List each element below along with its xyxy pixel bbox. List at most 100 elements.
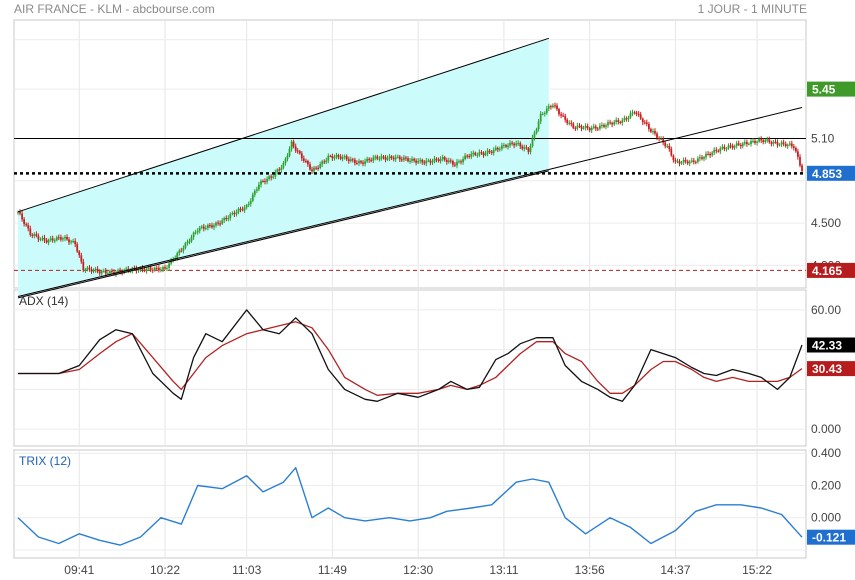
candle-body [560,114,562,116]
candle-body [309,164,311,170]
candle-body [323,161,326,163]
candle-body [425,160,428,164]
candle-body [566,119,569,124]
candle-body [701,157,703,159]
candle-body [354,159,356,163]
candle-body [772,141,775,144]
candle-body [578,125,581,127]
candle-body [294,146,297,151]
candle-body [158,267,160,271]
candle-body [349,159,352,161]
candle-body [464,155,466,160]
candle-body [51,238,54,241]
candle-body [111,271,113,273]
candle-body [390,156,393,158]
candle-body [57,237,60,239]
candle-body [754,140,756,143]
candle-body [547,106,550,109]
candle-body [84,269,87,271]
candle-body [756,141,758,143]
candle-body [143,269,146,272]
candle-body [219,223,221,225]
candle-body [204,228,207,229]
candle-body [633,112,636,114]
candle-body [221,220,224,224]
candle-body [60,237,62,240]
candle-body [554,105,556,107]
candle-body [576,125,579,129]
candle-body [527,148,530,152]
candle-body [762,140,765,142]
candle-body [656,133,658,138]
candle-body [109,271,111,274]
candle-body [213,225,215,228]
candle-body [498,148,501,150]
candle-body [327,155,330,161]
candle-body [799,156,801,166]
candle-body [421,159,424,163]
candle-body [496,148,499,150]
candle-body [98,271,101,274]
candle-body [176,253,179,259]
candle-body [580,126,583,129]
candle-body [662,138,665,143]
candle-body [452,161,454,165]
candle-body [564,115,567,120]
candle-body [245,205,248,208]
candle-body [727,145,730,149]
candle-body [68,239,70,243]
candle-body [572,123,575,129]
trix-tick-label: 0.200 [811,479,841,493]
candle-body [690,160,693,162]
candle-body [609,122,611,124]
candle-body [366,158,368,162]
candle-body [41,237,44,239]
candle-body [603,125,605,127]
candle-body [278,169,281,171]
candle-body [53,240,56,242]
candle-body [311,169,313,172]
price-tick-label: 5.10 [811,132,835,146]
candle-body [155,267,158,269]
candle-body [707,153,709,155]
candle-body [331,155,334,159]
candle-body [652,131,654,133]
price-badge-2: 4.165 [812,264,842,278]
candle-body [202,226,205,229]
candle-body [462,159,464,163]
candle-body [596,128,599,130]
candle-body [356,163,358,164]
candle-body [766,139,769,141]
candle-body [94,268,97,270]
candle-body [678,161,681,164]
candle-body [358,161,360,164]
candle-body [666,146,669,147]
candle-body [486,150,489,154]
candle-body [468,155,471,157]
candle-body [276,169,279,172]
candle-body [429,160,432,163]
trix-tick-label: 0.400 [811,446,841,460]
candle-body [35,234,38,236]
candle-body [264,181,266,183]
candle-body [258,184,260,190]
candle-body [550,106,552,108]
candle-body [476,154,479,156]
candle-body [670,149,673,156]
candle-body [343,156,346,158]
candle-body [243,207,246,211]
candle-body [400,159,403,161]
candle-body [513,143,515,146]
candle-body [329,155,332,157]
candle-body [568,122,571,124]
candle-body [388,156,391,159]
candle-body [739,144,742,147]
candle-body [507,145,509,147]
candle-body [686,161,689,164]
candle-body [274,172,277,177]
candle-body [776,142,779,145]
candle-body [260,181,262,185]
candle-body [180,250,183,252]
candle-body [296,150,299,152]
candle-body [92,270,95,272]
